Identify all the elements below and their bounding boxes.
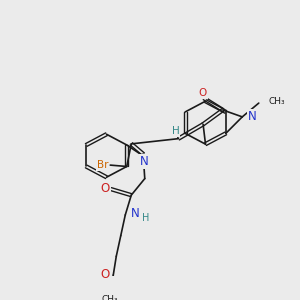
Text: N: N [131, 207, 140, 220]
Text: H: H [142, 213, 149, 223]
Text: O: O [101, 182, 110, 195]
Text: H: H [172, 127, 179, 136]
Text: N: N [140, 155, 148, 168]
Text: O: O [100, 268, 110, 281]
Text: N: N [248, 110, 256, 123]
Text: CH₃: CH₃ [269, 97, 285, 106]
Text: Br: Br [97, 160, 109, 170]
Text: O: O [199, 88, 207, 98]
Text: CH₃: CH₃ [101, 295, 118, 300]
